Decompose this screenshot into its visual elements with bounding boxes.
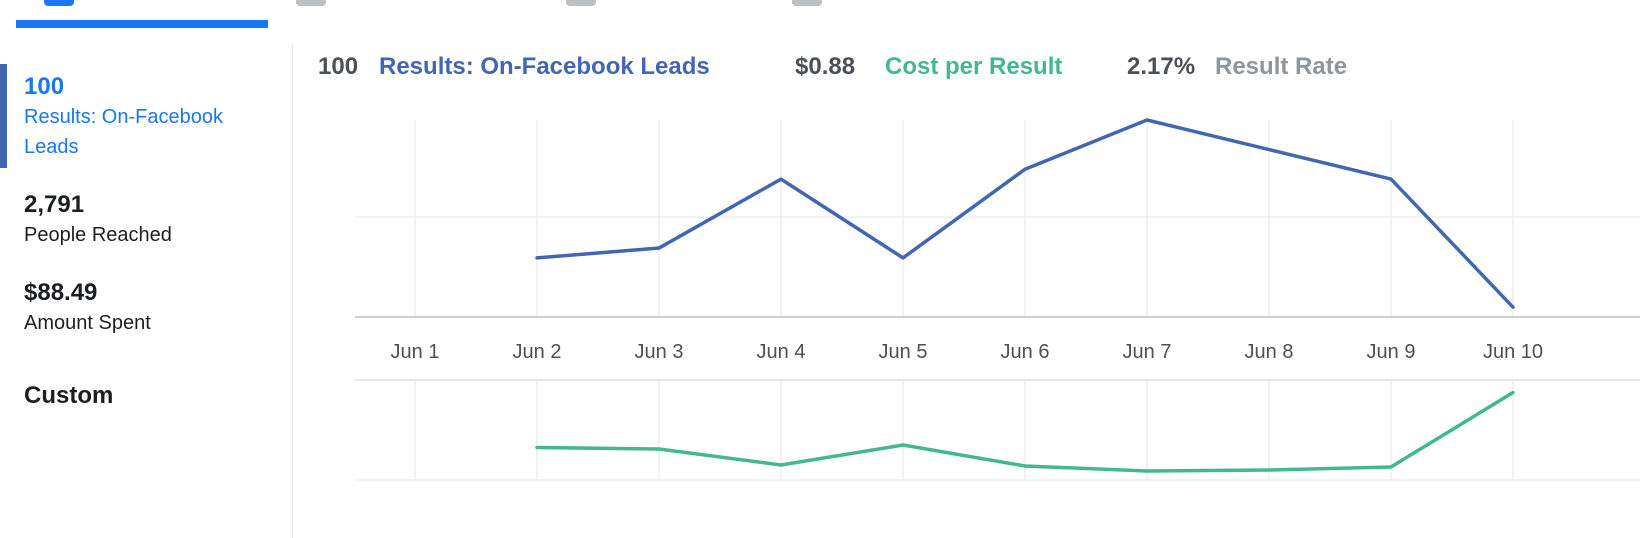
x-tick-label: Jun 10 [1483, 341, 1543, 363]
metric-spent-value: $88.49 [24, 279, 98, 306]
results-data-point [1146, 119, 1148, 121]
cost-data-point [658, 448, 660, 450]
results-data-point [1512, 306, 1514, 308]
cost-data-point [1268, 469, 1270, 471]
legend-results-label[interactable]: Results: On-Facebook Leads [379, 53, 710, 80]
x-tick-label: Jun 3 [635, 341, 684, 363]
active-tab-indicator [16, 20, 268, 28]
selected-metric-indicator [0, 64, 7, 168]
metric-reach-label: People Reached [24, 224, 172, 246]
results-data-point [902, 257, 904, 259]
x-tick-label: Jun 5 [879, 341, 928, 363]
metric-results-label: Results: On-Facebook Leads [24, 106, 223, 158]
legend-rate-value: 2.17% [1127, 53, 1196, 80]
x-tick-label: Jun 1 [391, 341, 440, 363]
metric-results-value: 100 [24, 73, 65, 100]
cost-data-point [780, 464, 782, 466]
placement-icon[interactable] [566, 0, 596, 6]
x-axis-ticks: Jun 1 Jun 2 Jun 3 Jun 4 Jun 5 Jun 6 Jun 7 Jun 8… [391, 341, 1544, 363]
x-tick-label: Jun 6 [1001, 341, 1050, 363]
legend-cost-label[interactable]: Cost per Result [885, 53, 1063, 80]
legend-cost-value: $0.88 [795, 53, 856, 80]
metric-results[interactable]: 100 Results: On-Facebook Leads [24, 72, 274, 162]
results-data-point [1390, 178, 1392, 180]
metric-people-reached[interactable]: 2,791 People Reached [24, 190, 274, 250]
results-data-point [1268, 149, 1270, 151]
results-data-point [780, 178, 782, 180]
metric-spent-label: Amount Spent [24, 312, 151, 334]
legend-rate-label[interactable]: Result Rate [1215, 53, 1348, 80]
x-tick-label: Jun 2 [513, 341, 562, 363]
legend-results-value: 100 [318, 53, 359, 80]
cost-data-point [1512, 392, 1514, 393]
custom-metrics-link[interactable]: Custom [24, 382, 114, 409]
cost-data-point [1390, 466, 1392, 468]
results-data-point [658, 247, 660, 249]
x-tick-label: Jun 8 [1245, 341, 1294, 363]
report-tabs [0, 0, 1640, 30]
chart-grid [355, 120, 1640, 481]
metric-reach-value: 2,791 [24, 191, 85, 218]
delivery-icon[interactable] [792, 0, 822, 6]
demographics-icon[interactable] [296, 0, 326, 6]
column-divider [292, 44, 293, 538]
results-data-point [1024, 168, 1026, 170]
cost-data-point [536, 447, 538, 448]
results-data-point [536, 257, 538, 259]
metric-amount-spent[interactable]: $88.49 Amount Spent [24, 278, 274, 338]
x-tick-label: Jun 7 [1123, 341, 1172, 363]
chart-series [535, 118, 1515, 473]
cost-data-point [1024, 465, 1026, 467]
cost-data-point [1146, 470, 1148, 472]
cost-data-point [902, 444, 904, 446]
x-tick-label: Jun 4 [757, 341, 806, 363]
bar-chart-icon[interactable] [44, 0, 74, 6]
x-tick-label: Jun 9 [1367, 341, 1416, 363]
